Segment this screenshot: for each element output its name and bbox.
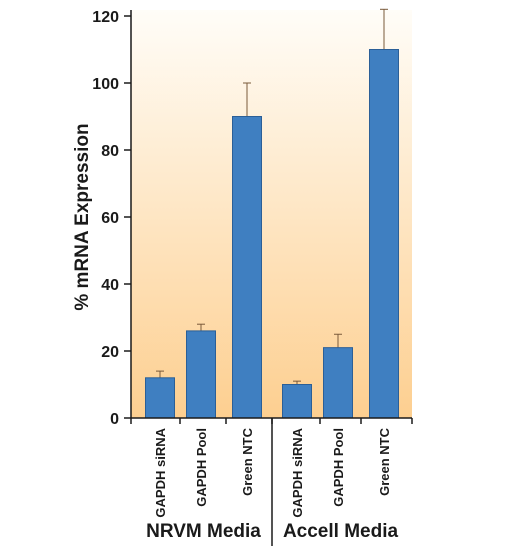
y-tick-label-20: 20	[101, 344, 119, 361]
y-tick-label-80: 80	[101, 143, 119, 160]
bar-accell-media-gapdh-sirna	[282, 384, 312, 419]
bar-nrvm-media-gapdh-sirna	[145, 377, 175, 419]
bar-nrvm-media-green-ntc	[232, 116, 262, 419]
y-axis-label: % mRNA Expression	[72, 123, 93, 310]
y-tick-label-100: 100	[92, 76, 119, 93]
label-layer: 0 20 40 60 80 100 120 GAPDH siRNA GAPDH Pool Gree…	[92, 9, 398, 542]
axis-layer	[124, 10, 413, 546]
category-label-accell-media-gapdh-pool: GAPDH Pool	[331, 428, 346, 507]
y-tick-label-40: 40	[101, 277, 119, 294]
category-label-nrvm-media-gapdh-sirna: GAPDH siRNA	[153, 427, 168, 517]
bar-nrvm-media-gapdh-pool	[186, 330, 216, 419]
bar-accell-media-gapdh-pool	[323, 347, 353, 419]
category-label-accell-media-green-ntc: Green NTC	[377, 427, 392, 496]
bar-accell-media-green-ntc	[369, 49, 399, 419]
category-label-accell-media-gapdh-sirna: GAPDH siRNA	[290, 427, 305, 517]
category-label-nrvm-media-gapdh-pool: GAPDH Pool	[194, 428, 209, 507]
group-label-0: NRVM Media	[146, 521, 261, 542]
category-label-nrvm-media-green-ntc: Green NTC	[240, 427, 255, 496]
y-tick-label-0: 0	[110, 411, 119, 428]
group-label-1: Accell Media	[283, 521, 399, 542]
y-tick-label-60: 60	[101, 210, 119, 227]
bars-layer	[145, 8, 399, 419]
plot-background	[131, 10, 412, 418]
y-tick-label-120: 120	[92, 9, 119, 26]
